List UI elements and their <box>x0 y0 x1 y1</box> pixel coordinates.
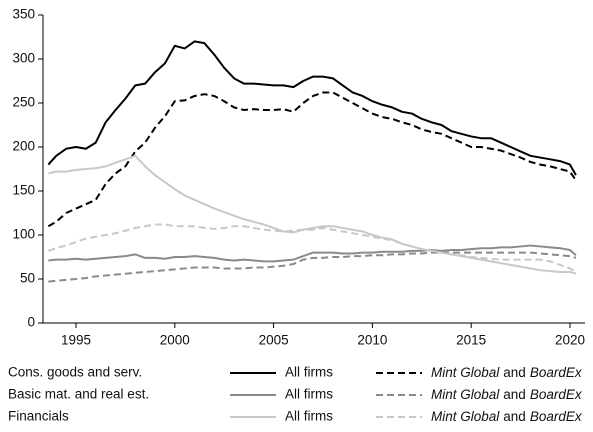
legend-label: Mint Global and BoardEx <box>431 409 583 424</box>
x-tick-label: 2015 <box>456 333 486 348</box>
legend-label-part: BoardEx <box>530 365 583 380</box>
x-tick-label: 2005 <box>259 333 289 348</box>
legend-group-label: Financials <box>8 409 69 424</box>
legend-label: All firms <box>285 387 333 402</box>
y-tick-label: 150 <box>12 183 35 198</box>
series-line <box>48 223 577 273</box>
y-tick-label: 300 <box>12 51 35 66</box>
x-tick-label: 2000 <box>160 333 190 348</box>
legend-label: Mint Global and BoardEx <box>431 387 583 402</box>
legend-label-part: and <box>503 365 526 380</box>
y-tick-label: 250 <box>12 95 35 110</box>
legend-label: All firms <box>285 365 333 380</box>
y-tick-label: 350 <box>12 7 35 22</box>
legend-group-label: Cons. goods and serv. <box>8 365 142 380</box>
legend-group-label: Basic mat. and real est. <box>8 387 149 402</box>
y-tick-label: 0 <box>27 315 35 330</box>
legend-label-part: BoardEx <box>530 409 583 424</box>
y-tick-label: 100 <box>12 227 35 242</box>
x-tick-label: 2020 <box>555 333 585 348</box>
legend-label: All firms <box>285 409 333 424</box>
y-tick-label: 200 <box>12 139 35 154</box>
legend-label-part: and <box>503 387 526 402</box>
legend-label-part: Mint Global <box>431 409 500 424</box>
series-line <box>48 154 577 275</box>
legend-label-part: BoardEx <box>530 387 583 402</box>
x-tick-label: 2010 <box>357 333 387 348</box>
series-line <box>48 251 577 283</box>
legend-label-part: Mint Global <box>431 387 500 402</box>
legend-label-part: and <box>503 409 526 424</box>
series-line <box>48 244 577 263</box>
series-line <box>47 40 577 176</box>
x-tick-label: 1995 <box>61 333 91 348</box>
legend-label-part: Mint Global <box>431 365 500 380</box>
y-tick-label: 50 <box>20 271 35 286</box>
legend-label: Mint Global and BoardEx <box>431 365 583 380</box>
series-line <box>47 91 577 228</box>
